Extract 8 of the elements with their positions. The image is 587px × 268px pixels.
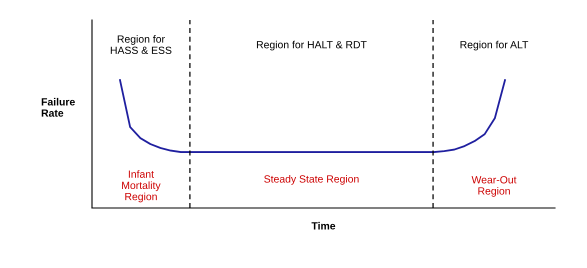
annotation: Wear-Out Region: [472, 176, 516, 197]
x-axis-title: Time: [312, 222, 336, 230]
annotation: Steady State Region: [264, 175, 359, 185]
text: Region for ALT: [460, 40, 528, 50]
y-axis-title: Failure Rate: [42, 98, 75, 117]
text: Region for HASS & ESS: [110, 35, 172, 54]
annotation: Infant Mortality Region: [122, 170, 161, 202]
text: Region for HALT & RDT: [256, 40, 367, 50]
